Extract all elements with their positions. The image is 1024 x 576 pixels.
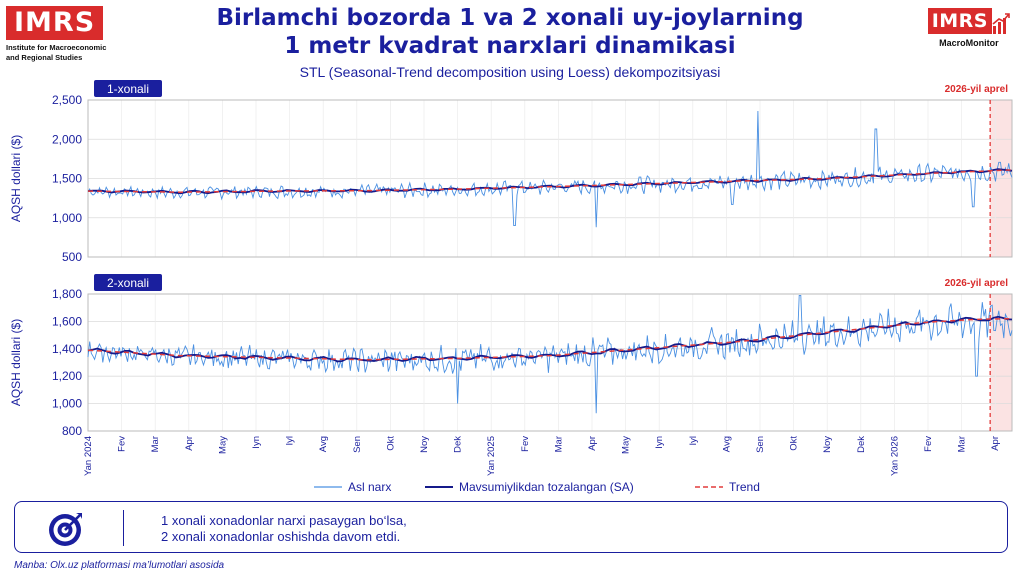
y-tick-label: 1,800 — [52, 287, 82, 301]
x-tick-label: Dek — [856, 436, 867, 453]
page-subtitle: STL (Seasonal-Trend decomposition using … — [299, 64, 721, 80]
x-tick-label: Fev — [923, 436, 934, 452]
panel-label-text: 2-xonali — [107, 276, 149, 290]
source-note: Manba: Olx.uz platformasi ma’lumotlari a… — [14, 560, 225, 571]
x-tick-label: Iyl — [688, 436, 699, 446]
sa-line — [87, 315, 1013, 363]
legend: Asl narx Mavsumiylikdan tozalangan (SA) Tr… — [314, 480, 760, 494]
conclusion-note: 1 xonali xonadonlar narxi pasaygan bo‘ls… — [14, 501, 1008, 553]
panel-label-text: 1-xonali — [107, 82, 149, 96]
raw-price-line — [87, 110, 1013, 228]
trend-line — [87, 317, 1013, 361]
x-tick-label: Iyn — [251, 436, 262, 449]
panel-label: 1-xonali — [94, 80, 162, 97]
note-text: 1 xonali xonadonlar narxi pasaygan bo‘ls… — [161, 513, 407, 545]
plot-frame — [87, 99, 1013, 258]
y-axis-label: AQSH dollari ($) — [9, 319, 23, 406]
x-tick-label: May — [621, 436, 632, 454]
price-dynamics-chart: 500 1,000 1,500 2,000 2,500 AQSH dollari ($) 1… — [9, 80, 1013, 494]
x-tick-label: Apr — [184, 436, 195, 451]
annotation-label: 2026-yil aprel — [945, 278, 1009, 289]
x-tick-label: Mar — [150, 436, 161, 452]
x-tick-label: Iyl — [285, 436, 296, 446]
macromonitor-logo: IMRS MacroMonitor — [927, 8, 1010, 48]
x-tick-label: Apr — [990, 436, 1001, 451]
sa-line — [87, 168, 1013, 195]
title-line1: Birlamchi bozorda 1 va 2 xonali uy-joyla… — [216, 5, 804, 31]
x-tick-label: Okt — [789, 436, 800, 451]
y-tick-label: 500 — [62, 250, 82, 264]
y-tick-label: 1,400 — [52, 342, 82, 356]
x-tick-label: Noy — [822, 436, 833, 453]
logo-sub-line1: Institute for Macroeconomic — [6, 43, 107, 52]
y-tick-label: 800 — [62, 424, 82, 438]
x-tick-label: Yan 2024 — [83, 436, 94, 476]
y-tick-label: 1,000 — [52, 211, 82, 225]
forecast-shade — [990, 294, 1012, 431]
x-tick-label: Avg — [318, 436, 329, 452]
title-line2: 1 metr kvadrat narxlari dinamikasi — [284, 33, 736, 59]
x-tick-label: Noy — [419, 436, 430, 453]
y-tick-label: 1,200 — [52, 369, 82, 383]
panel-2: 800 1,000 1,200 1,400 1,600 1,800 AQSH dollari… — [9, 274, 1013, 438]
x-tick-label: Fev — [117, 436, 128, 452]
x-tick-label: Dek — [453, 436, 464, 453]
legend-raw-label: Asl narx — [348, 480, 391, 494]
note-line2: 2 xonali xonadonlar oshishda davom etdi. — [161, 529, 401, 544]
x-tick-label: Apr — [587, 436, 598, 451]
x-tick-label: Yan 2025 — [486, 436, 497, 476]
plot-frame — [87, 293, 1013, 432]
y-tick-label: 2,000 — [52, 132, 82, 146]
x-tick-label: Mar — [553, 436, 564, 452]
panel-label: 2-xonali — [94, 274, 162, 291]
page-title: Birlamchi bozorda 1 va 2 xonali uy-joyla… — [190, 4, 830, 60]
x-tick-label: Iyn — [654, 436, 665, 449]
x-tick-label: Mar — [957, 436, 968, 452]
x-tick-label: Avg — [721, 436, 732, 452]
y-axis-label: AQSH dollari ($) — [9, 135, 23, 222]
note-line1: 1 xonali xonadonlar narxi pasaygan bo‘ls… — [161, 513, 407, 528]
raw-price-line — [87, 294, 1013, 414]
y-tick-label: 1,500 — [52, 172, 82, 186]
panel-1: 500 1,000 1,500 2,000 2,500 AQSH dollari ($) 1… — [9, 80, 1013, 264]
target-icon — [49, 513, 82, 546]
y-tick-label: 1,600 — [52, 314, 82, 328]
imrs-logo-mark: IMRS — [6, 6, 104, 40]
bar-chart-icon — [992, 13, 1010, 34]
panel-label-bg — [94, 274, 162, 291]
trend-line — [87, 169, 1013, 193]
x-tick-label: Fev — [520, 436, 531, 452]
imrs-logo: IMRS Institute for Macroeconomic and Reg… — [6, 6, 106, 63]
x-tick-label: Sen — [352, 436, 363, 453]
x-axis: Yan 2024 Fev Mar Apr May Iyn Iyl Avg Sen Okt Noy De… — [83, 436, 1001, 476]
panel-label-bg — [94, 80, 162, 97]
x-tick-label: Sen — [755, 436, 766, 453]
logo-sub-line2: and Regional Studies — [6, 53, 83, 62]
x-tick-label: May — [217, 436, 228, 454]
macromonitor-label: MacroMonitor — [939, 38, 999, 48]
annotation-label: 2026-yil aprel — [945, 84, 1009, 95]
x-tick-label: Yan 2026 — [889, 436, 900, 476]
note-divider — [123, 510, 124, 546]
y-tick-label: 2,500 — [52, 93, 82, 107]
y-tick-label: 1,000 — [52, 397, 82, 411]
legend-sa-label: Mavsumiylikdan tozalangan (SA) — [459, 480, 634, 494]
macromonitor-logo-mark: IMRS — [927, 8, 992, 34]
legend-trend-label: Trend — [729, 480, 760, 494]
x-tick-label: Okt — [385, 436, 396, 451]
imrs-logo-subtitle: Institute for Macroeconomic and Regional… — [6, 43, 106, 63]
